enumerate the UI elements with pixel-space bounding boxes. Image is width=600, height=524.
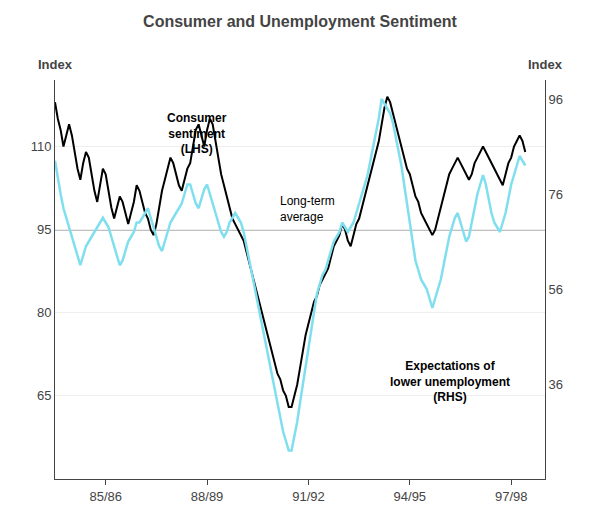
svg-text:76: 76	[549, 187, 563, 202]
svg-text:95: 95	[37, 222, 51, 237]
svg-text:91/92: 91/92	[292, 489, 325, 504]
svg-text:Long-termaverage: Long-termaverage	[280, 194, 335, 224]
svg-text:110: 110	[31, 139, 52, 154]
svg-text:80: 80	[37, 305, 51, 320]
svg-text:96: 96	[549, 92, 563, 107]
svg-text:Consumersentiment(LHS): Consumersentiment(LHS)	[167, 111, 227, 156]
svg-text:Index: Index	[38, 57, 73, 72]
svg-text:85/86: 85/86	[89, 489, 122, 504]
svg-text:Expectations oflower unemploym: Expectations oflower unemployment(RHS)	[390, 359, 510, 404]
svg-text:Consumer and Unemployment Sent: Consumer and Unemployment Sentiment	[143, 13, 457, 30]
svg-text:88/89: 88/89	[191, 489, 224, 504]
svg-text:Index: Index	[528, 57, 563, 72]
svg-text:94/95: 94/95	[394, 489, 427, 504]
svg-text:97/98: 97/98	[495, 489, 528, 504]
svg-text:56: 56	[549, 282, 563, 297]
svg-text:36: 36	[549, 377, 563, 392]
svg-text:65: 65	[37, 388, 51, 403]
